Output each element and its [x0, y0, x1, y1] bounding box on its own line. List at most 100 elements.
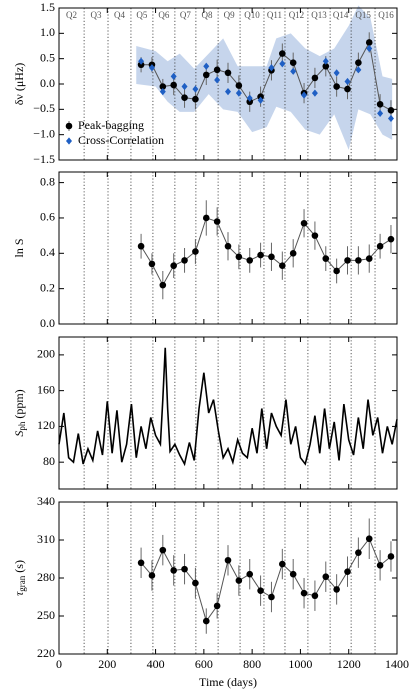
point [170, 262, 177, 269]
point [246, 257, 254, 264]
point [365, 535, 373, 543]
point [387, 107, 395, 114]
point [203, 62, 210, 70]
x-tick-label: 600 [195, 657, 213, 671]
point [246, 94, 253, 102]
point [137, 559, 145, 567]
point [300, 589, 308, 597]
point [365, 255, 373, 262]
legend-marker [65, 122, 73, 130]
point [159, 546, 167, 554]
y-tick-label: 0.8 [40, 174, 55, 188]
axes-frame [58, 7, 398, 161]
quarter-label: Q11 [267, 10, 282, 20]
quarter-label: Q10 [244, 10, 260, 20]
point [170, 72, 177, 80]
point [192, 579, 199, 587]
point [355, 549, 362, 556]
point [170, 567, 177, 574]
point [159, 83, 167, 90]
y-axis-label: δν (μHz) [12, 63, 26, 106]
point [192, 95, 199, 103]
x-tick-label: 1000 [288, 657, 312, 671]
point [148, 260, 156, 268]
axes-frame [58, 336, 398, 490]
point [246, 570, 254, 578]
y-label-main: τ [12, 591, 26, 596]
y-axis-label: Sph (ppm) [12, 389, 27, 436]
point [181, 257, 188, 264]
point [137, 242, 145, 250]
quarter-label: Q16 [378, 10, 394, 20]
point [268, 253, 275, 261]
point [279, 50, 286, 57]
point [235, 89, 242, 97]
quarter-label: Q8 [201, 10, 212, 20]
x-tick-label: 200 [98, 657, 116, 671]
quarter-label: Q15 [355, 10, 371, 20]
y-label-main: S [12, 431, 26, 437]
y-tick-label: 0.6 [40, 210, 55, 224]
quarter-label: Q7 [180, 10, 191, 20]
point [202, 214, 210, 222]
point [311, 89, 318, 97]
point [279, 60, 286, 68]
y-tick-label: 250 [37, 608, 55, 622]
y-tick-label: 0.5 [40, 50, 55, 64]
point [213, 218, 221, 225]
y-tick-label: 1.0 [40, 25, 55, 39]
quarter-label: Q3 [91, 10, 102, 20]
y-tick-label: 340 [37, 494, 55, 508]
point [268, 64, 275, 72]
point [181, 94, 188, 101]
point [333, 586, 340, 593]
y-label-unit: (s) [12, 560, 26, 576]
point [387, 114, 394, 123]
point [224, 556, 232, 564]
point [257, 96, 264, 104]
y-label-sub: ph [17, 421, 27, 431]
y-tick-label: 120 [37, 418, 55, 432]
point [224, 69, 232, 77]
point [202, 617, 210, 625]
point [300, 219, 308, 227]
point [289, 570, 297, 578]
point [192, 85, 199, 93]
point [181, 82, 188, 91]
point [322, 573, 330, 581]
x-tick-label: 0 [56, 657, 62, 671]
y-label-main: δν (μHz) [12, 63, 26, 106]
legend-marker [66, 137, 72, 145]
y-tick-label: 280 [37, 570, 55, 584]
point [170, 81, 177, 89]
y-tick-label: −1.5 [33, 152, 55, 166]
y-tick-label: 0.4 [40, 245, 55, 259]
quarter-label: Q13 [311, 10, 327, 20]
point [333, 69, 340, 77]
point [257, 587, 264, 594]
y-tick-label: 0.0 [40, 76, 55, 90]
series-line [58, 347, 398, 467]
point [344, 77, 351, 86]
point [202, 71, 210, 79]
point [344, 257, 351, 264]
y-tick-label: −0.5 [33, 101, 55, 115]
y-tick-label: 80 [43, 454, 55, 468]
point [301, 91, 308, 99]
y-tick-label: 310 [37, 532, 55, 546]
quarter-label: Q9 [224, 10, 235, 20]
quarter-label: Q12 [289, 10, 305, 20]
point [344, 85, 351, 93]
point [257, 251, 264, 259]
point [159, 88, 166, 96]
x-tick-label: 1400 [385, 657, 409, 671]
point [311, 232, 319, 239]
legend-label: Peak-bagging [78, 118, 144, 132]
point [213, 66, 221, 74]
quarter-label: Q5 [136, 10, 147, 20]
point [344, 568, 351, 575]
quarter-label: Q14 [333, 10, 349, 20]
point [376, 242, 384, 250]
y-tick-label: 220 [37, 646, 55, 660]
